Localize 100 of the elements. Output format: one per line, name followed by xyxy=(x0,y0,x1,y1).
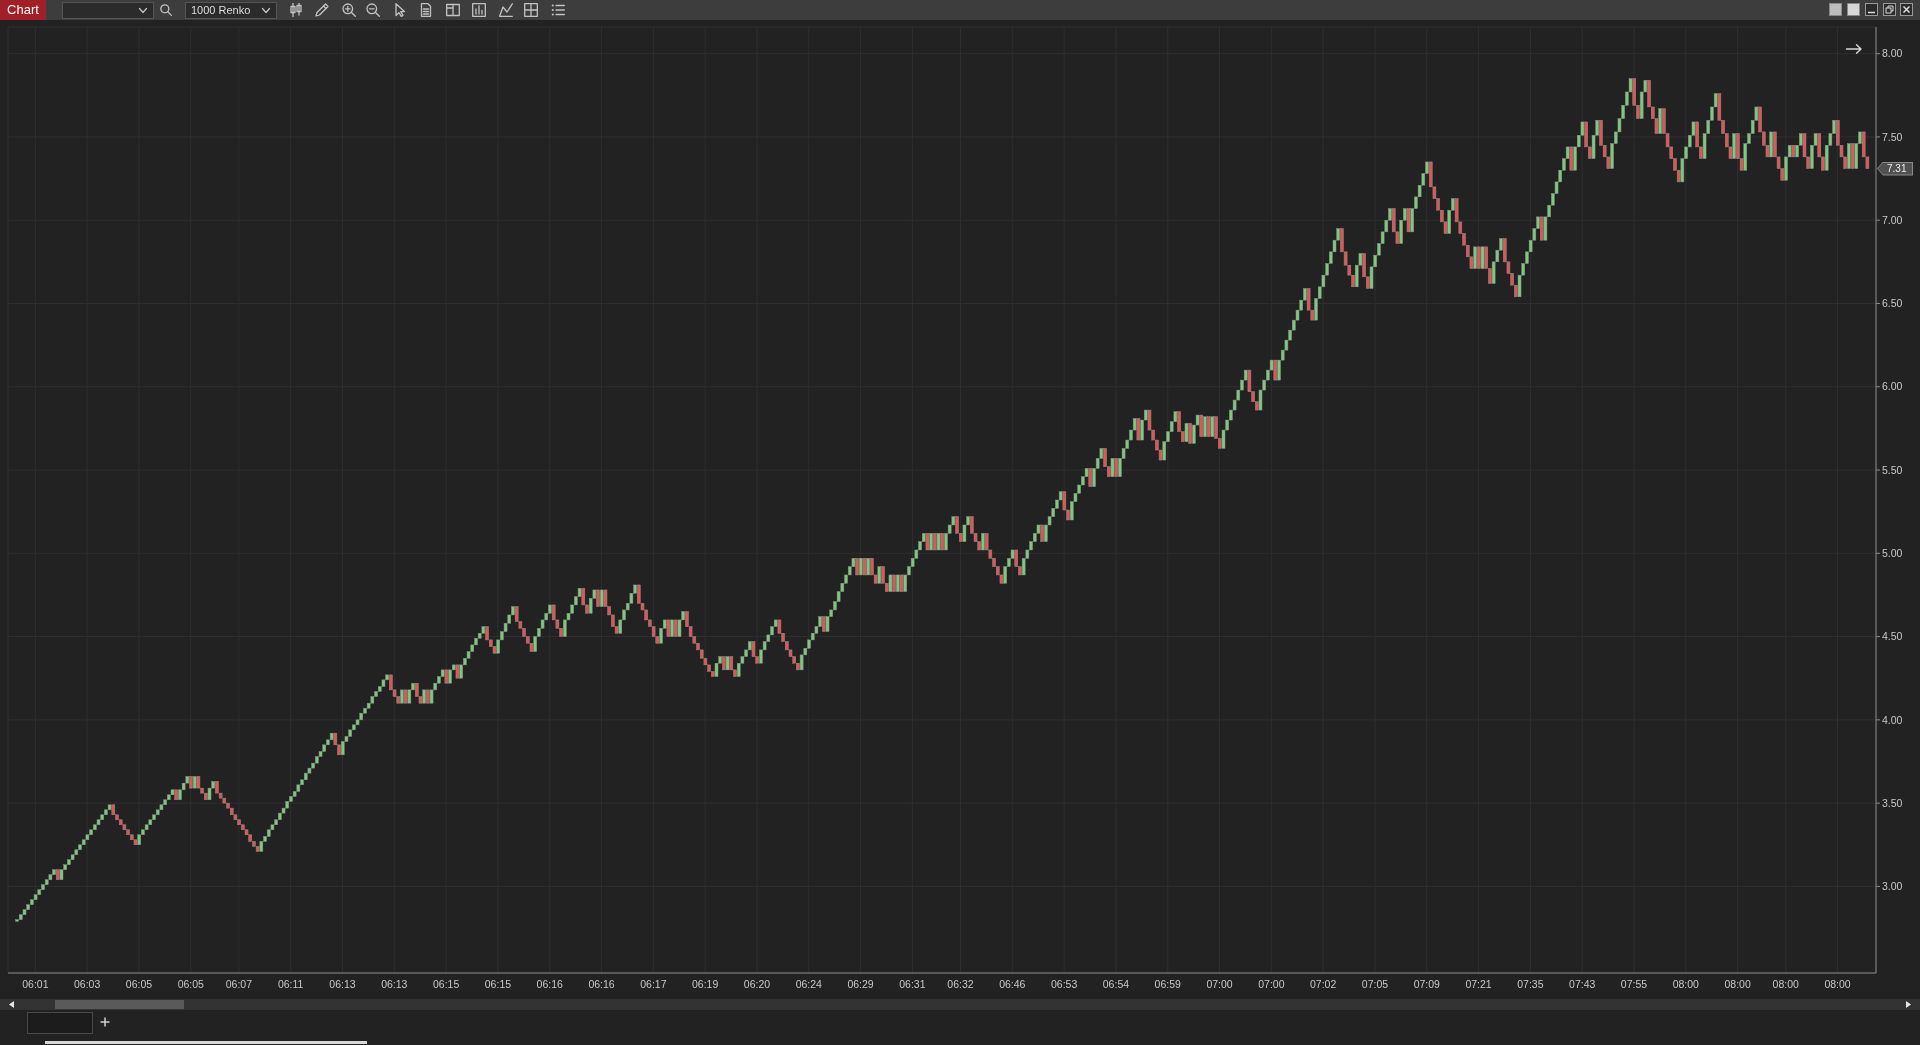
candlestick xyxy=(1406,208,1411,233)
y-tick-label: 3.50 xyxy=(1882,796,1903,809)
candlestick xyxy=(1569,146,1574,171)
candlestick xyxy=(359,712,363,721)
candlestick xyxy=(1203,416,1207,437)
candlestick xyxy=(670,619,674,637)
candlestick xyxy=(1273,359,1278,381)
x-tick-label: 06:24 xyxy=(795,978,823,991)
candlestick xyxy=(1658,108,1662,134)
x-tick-label: 06:54 xyxy=(1102,978,1130,991)
x-tick-label: 07:05 xyxy=(1361,978,1389,991)
candlestick xyxy=(111,804,116,816)
candlestick xyxy=(859,558,863,576)
y-tick-label: 4.00 xyxy=(1882,713,1903,726)
chart-subtitle: 1000 Renko xyxy=(191,4,251,16)
x-tick-label: 08:00 xyxy=(1772,978,1800,991)
x-tick-label: 08:00 xyxy=(1824,978,1851,991)
x-tick-label: 06:13 xyxy=(329,978,356,991)
candlestick xyxy=(56,869,60,880)
candlestick xyxy=(174,789,178,801)
candlestick xyxy=(1539,216,1544,241)
x-tick-label: 06:20 xyxy=(743,978,771,991)
candlestick xyxy=(896,574,900,592)
candlestick xyxy=(666,619,671,637)
candlestick xyxy=(925,533,930,551)
candlestick xyxy=(674,619,678,637)
x-tick-label: 06:01 xyxy=(22,978,49,991)
candlestick xyxy=(1473,246,1477,269)
candlestick xyxy=(866,558,870,576)
y-tick-label: 4.50 xyxy=(1882,630,1903,643)
candlestick xyxy=(596,589,600,607)
x-tick-label: 06:05 xyxy=(125,978,153,991)
candlestick xyxy=(107,804,112,811)
annotation: 7.31 xyxy=(1887,162,1907,175)
y-tick-label: 7.00 xyxy=(1882,213,1903,226)
candlestick xyxy=(1480,246,1485,269)
candlestick xyxy=(426,689,430,704)
x-tick-label: 08:00 xyxy=(1672,978,1700,991)
candlestick xyxy=(892,574,896,592)
candlestick xyxy=(933,533,937,551)
y-tick-label: 6.00 xyxy=(1882,380,1903,393)
candlestick xyxy=(888,574,893,592)
x-tick-label: 07:55 xyxy=(1620,978,1648,991)
x-tick-label: 06:03 xyxy=(74,978,101,991)
candlestick xyxy=(1210,416,1215,437)
candlestick xyxy=(1188,423,1192,444)
candlestick xyxy=(940,533,944,551)
candlestick xyxy=(600,589,604,607)
candlestick xyxy=(722,656,726,671)
candlestick xyxy=(1199,414,1204,437)
x-tick-label: 07:09 xyxy=(1413,978,1441,991)
x-tick-label: 06:32 xyxy=(947,978,974,991)
dropdown: 1000 Renko xyxy=(185,2,277,19)
candlestick xyxy=(403,689,408,704)
candlestick xyxy=(1136,418,1141,441)
x-tick-label: 06:15 xyxy=(484,978,512,991)
candlestick xyxy=(329,732,334,741)
x-tick-label: 07:00 xyxy=(1206,978,1233,991)
x-tick-label: 06:16 xyxy=(536,978,564,991)
candlestick xyxy=(1732,133,1736,159)
candlestick xyxy=(1791,145,1796,158)
y-tick-label: 6.50 xyxy=(1882,297,1903,310)
candlestick xyxy=(422,689,426,704)
candlestick xyxy=(877,566,882,584)
candlestick xyxy=(1040,524,1044,542)
x-tick-label: 06:16 xyxy=(588,978,615,991)
x-tick-label: 07:02 xyxy=(1310,978,1337,991)
candlestick xyxy=(170,789,175,796)
x-tick-label: 07:21 xyxy=(1465,978,1492,991)
candlestick xyxy=(400,689,404,704)
candlestick xyxy=(192,776,197,789)
x-tick-label: 06:46 xyxy=(999,978,1026,991)
candlestick xyxy=(455,664,460,679)
x-tick-label: 08:00 xyxy=(1724,978,1751,991)
x-tick-label: 06:11 xyxy=(277,978,304,991)
x-tick-label: 06:17 xyxy=(640,978,667,991)
x-tick-label: 06:19 xyxy=(692,978,719,991)
y-tick-label: 7.50 xyxy=(1882,130,1903,143)
x-tick-label: 06:05 xyxy=(177,978,205,991)
candlestick xyxy=(1850,143,1855,169)
candlestick xyxy=(1184,423,1189,442)
candlestick xyxy=(1088,468,1093,487)
y-tick-label: 5.50 xyxy=(1882,463,1903,476)
y-tick-label: 5.00 xyxy=(1882,547,1903,560)
x-tick-label: 06:13 xyxy=(381,978,408,991)
x-tick-label: 06:31 xyxy=(899,978,926,991)
candlestick xyxy=(189,776,193,789)
x-tick-label: 06:15 xyxy=(432,978,460,991)
candlestick xyxy=(855,558,859,576)
x-tick-label: 07:43 xyxy=(1569,978,1596,991)
x-tick-label: 06:07 xyxy=(225,978,253,991)
candlestick xyxy=(1114,458,1118,477)
candlestick xyxy=(981,533,985,551)
candlestick xyxy=(1477,246,1481,269)
candlestick xyxy=(862,558,867,576)
x-tick-label: 07:35 xyxy=(1517,978,1544,991)
y-tick-label: 3.00 xyxy=(1882,880,1903,893)
candlestick xyxy=(899,574,904,592)
candlestick xyxy=(1110,458,1115,477)
candlestick xyxy=(1769,131,1773,158)
